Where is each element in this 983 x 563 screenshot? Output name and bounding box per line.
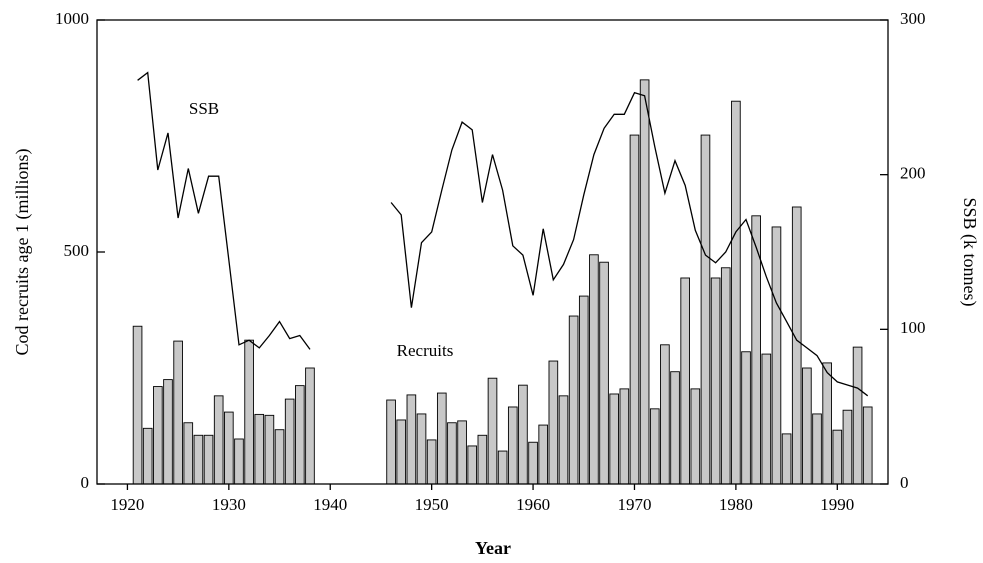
- bar: [467, 445, 478, 485]
- bar: [153, 386, 163, 485]
- bar: [436, 392, 447, 485]
- bar: [731, 100, 741, 485]
- bar: [183, 422, 194, 485]
- y-tick-label: 500: [64, 241, 90, 260]
- annotation: Recruits: [397, 341, 454, 360]
- x-tick-label: 1960: [516, 495, 550, 514]
- bar: [163, 379, 173, 485]
- bar: [791, 206, 802, 485]
- bar: [599, 261, 609, 485]
- bar: [264, 414, 275, 485]
- bar: [832, 429, 843, 485]
- x-tick-label: 1990: [820, 495, 854, 514]
- bar: [538, 424, 549, 485]
- y-tick-label: 1000: [55, 9, 89, 28]
- bar: [609, 393, 620, 485]
- x-tick-label: 1920: [110, 495, 144, 514]
- bar: [741, 351, 751, 485]
- bar: [710, 277, 721, 485]
- bar: [244, 339, 254, 485]
- bar: [660, 344, 670, 485]
- bar: [487, 377, 498, 485]
- y-axis-label: Cod recruits age 1 (millions): [12, 149, 33, 356]
- bar: [507, 406, 518, 485]
- bar: [386, 399, 396, 485]
- bar: [589, 254, 599, 485]
- x-tick-label: 1930: [212, 495, 246, 514]
- y2-tick-label: 300: [900, 9, 926, 28]
- bar: [447, 422, 457, 485]
- bar: [426, 439, 437, 485]
- bar: [568, 315, 579, 485]
- bar: [457, 420, 467, 485]
- bar: [852, 346, 863, 485]
- bar: [173, 340, 183, 485]
- bar: [132, 325, 143, 485]
- y2-tick-label: 100: [900, 318, 926, 337]
- bar: [690, 388, 701, 485]
- bar: [812, 413, 822, 485]
- bar: [305, 367, 315, 485]
- bar: [822, 362, 832, 485]
- x-tick-label: 1940: [313, 495, 347, 514]
- bar: [771, 226, 782, 485]
- bar: [477, 434, 488, 485]
- bar: [842, 409, 853, 485]
- bar: [203, 434, 214, 485]
- bar: [234, 438, 244, 485]
- bar: [558, 395, 569, 485]
- bar: [639, 79, 650, 485]
- bar: [142, 427, 153, 485]
- bar: [416, 413, 427, 485]
- bar: [700, 134, 711, 485]
- bar: [213, 395, 224, 485]
- y2-tick-label: 0: [900, 473, 909, 492]
- bar: [720, 267, 731, 485]
- bar: [761, 353, 772, 485]
- bar: [578, 295, 589, 485]
- bar: [781, 433, 792, 485]
- x-tick-label: 1970: [617, 495, 651, 514]
- x-tick-label: 1980: [719, 495, 753, 514]
- bar: [548, 360, 559, 485]
- annotation: SSB: [189, 99, 219, 118]
- x-tick-label: 1950: [415, 495, 449, 514]
- bar: [649, 408, 660, 485]
- ssb-line: [137, 71, 869, 397]
- y2-axis-label: SSB (k tonnes): [959, 197, 980, 306]
- bar: [224, 411, 234, 485]
- bar: [629, 134, 640, 485]
- bar: [670, 371, 680, 485]
- bar: [619, 388, 630, 485]
- bar: [528, 441, 538, 485]
- y2-tick-label: 200: [900, 164, 926, 183]
- bar: [802, 367, 812, 485]
- bar: [396, 419, 407, 485]
- bar: [193, 434, 204, 485]
- y-tick-label: 0: [81, 473, 90, 492]
- bar: [680, 277, 690, 485]
- bar: [406, 394, 417, 485]
- x-axis-label: Year: [475, 538, 511, 558]
- bar: [862, 406, 873, 485]
- bar: [274, 429, 285, 485]
- bar: [284, 398, 295, 485]
- bar: [518, 384, 528, 485]
- bar: [295, 385, 305, 485]
- bar: [254, 413, 265, 485]
- bar: [497, 450, 508, 485]
